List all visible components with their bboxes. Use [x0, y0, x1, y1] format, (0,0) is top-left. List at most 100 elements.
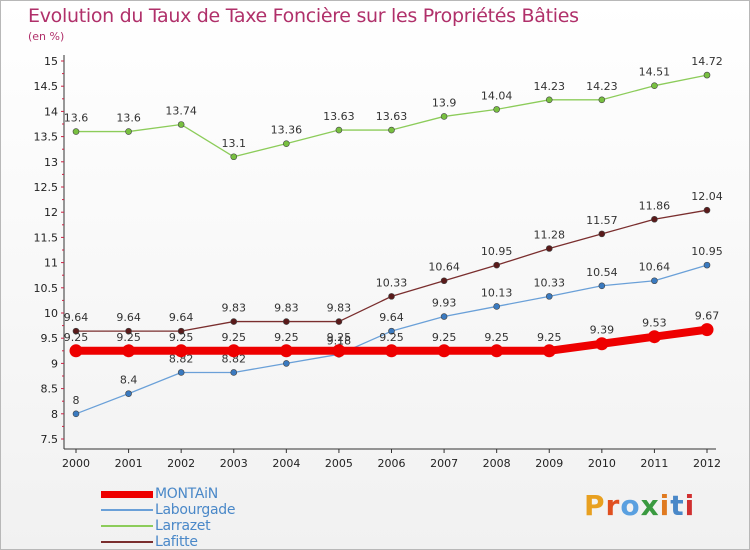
y-tick-label: 11.5: [34, 231, 59, 244]
y-tick-label: 12.5: [34, 181, 59, 194]
x-tick-label: 2009: [535, 457, 563, 470]
data-label: 8.82: [222, 352, 247, 365]
data-point: [703, 71, 711, 79]
data-point: [703, 261, 711, 269]
legend: MONTAiN Labourgade Larrazet Lafitte: [101, 486, 235, 550]
data-label: 9.93: [432, 297, 457, 310]
y-tick-label: 10: [44, 307, 58, 320]
proxiti-logo: Proxiti: [584, 489, 695, 522]
y-tick-label: 12: [44, 206, 58, 219]
data-point: [279, 344, 293, 358]
legend-item: Labourgade: [101, 502, 235, 518]
data-point: [174, 344, 188, 358]
data-point: [440, 277, 448, 285]
x-tick-label: 2011: [640, 457, 668, 470]
y-tick-label: 9: [51, 357, 58, 370]
data-label: 9.39: [590, 324, 615, 337]
data-point: [598, 96, 606, 104]
data-label: 9.64: [169, 311, 194, 324]
data-point: [122, 344, 136, 358]
logo-letter: x: [640, 489, 660, 522]
data-label: 13.74: [165, 105, 197, 118]
y-tick-label: 11: [44, 257, 58, 270]
data-point: [72, 410, 80, 418]
data-label: 14.51: [639, 66, 671, 79]
legend-label: MONTAiN: [155, 486, 218, 502]
data-label: 9.83: [274, 302, 299, 315]
data-label: 13.36: [271, 124, 303, 137]
data-label: 13.63: [323, 110, 355, 123]
data-point: [651, 277, 658, 285]
data-label: 14.23: [534, 80, 566, 93]
data-label: 9.25: [379, 331, 404, 344]
logo-letter: i: [659, 489, 671, 522]
data-label: 9.25: [169, 331, 194, 344]
data-label: 10.33: [534, 276, 566, 289]
x-tick-label: 2001: [115, 457, 143, 470]
y-tick-label: 15: [44, 55, 58, 68]
logo-letter: P: [584, 489, 606, 522]
data-label: 13.6: [64, 112, 89, 125]
data-label: 9.64: [379, 311, 404, 324]
logo-letter: i: [684, 489, 696, 522]
x-tick-label: 2005: [325, 457, 353, 470]
data-point: [177, 327, 185, 335]
y-tick-label: 14: [44, 105, 58, 118]
data-point: [598, 282, 606, 290]
legend-label: Labourgade: [155, 502, 236, 518]
data-point: [283, 140, 290, 147]
logo-letter: o: [620, 489, 641, 522]
data-point: [651, 215, 658, 223]
data-point: [177, 369, 185, 376]
data-point: [493, 106, 500, 113]
data-label: 9.64: [64, 311, 89, 324]
data-label: 14.04: [481, 89, 513, 102]
data-label: 12.04: [691, 190, 723, 203]
data-label: 9.53: [642, 317, 667, 330]
legend-item: MONTAiN: [101, 486, 235, 502]
data-point: [125, 390, 132, 397]
x-tick-label: 2000: [62, 457, 90, 470]
data-point: [388, 327, 395, 335]
data-point: [72, 128, 80, 135]
data-label: 10.64: [639, 261, 671, 274]
data-point: [647, 330, 661, 344]
y-tick-label: 13.5: [34, 131, 59, 144]
data-label: 10.64: [428, 261, 460, 274]
data-label: 9.18: [327, 334, 352, 347]
data-point: [493, 303, 500, 310]
data-point: [177, 121, 185, 128]
data-label: 10.95: [691, 245, 723, 258]
legend-label: Lafitte: [155, 534, 198, 550]
data-point: [545, 96, 553, 104]
data-label: 13.1: [222, 137, 247, 150]
data-label: 11.86: [639, 199, 671, 212]
x-tick-label: 2002: [167, 457, 195, 470]
data-label: 10.33: [376, 276, 408, 289]
data-point: [230, 153, 238, 161]
data-point: [651, 82, 658, 89]
data-point: [440, 313, 448, 320]
data-point: [332, 344, 346, 358]
data-point: [385, 344, 398, 358]
data-label: 9.25: [64, 331, 89, 344]
data-label: 9.25: [432, 331, 457, 344]
data-label: 9.25: [537, 331, 562, 344]
x-tick-label: 2010: [588, 457, 616, 470]
legend-label: Larrazet: [155, 518, 211, 534]
data-label: 9.25: [484, 331, 509, 344]
y-tick-label: 13: [44, 156, 58, 169]
data-label: 9.67: [695, 310, 720, 323]
data-point: [283, 318, 290, 325]
data-label: 11.28: [534, 228, 566, 241]
data-point: [283, 360, 290, 367]
data-label: 10.54: [586, 266, 618, 279]
data-point: [703, 206, 711, 214]
data-label: 13.9: [432, 96, 457, 109]
legend-swatch: [101, 509, 153, 511]
data-label: 10.13: [481, 286, 513, 299]
data-label: 13.6: [116, 112, 141, 125]
logo-letter: r: [605, 489, 621, 522]
